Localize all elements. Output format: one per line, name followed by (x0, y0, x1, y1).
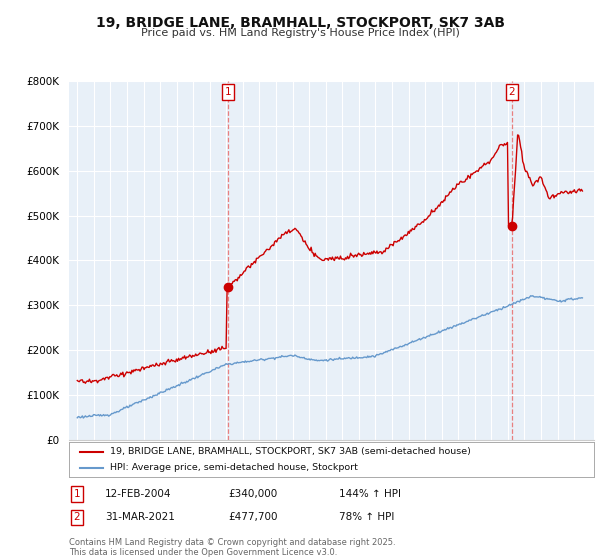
Text: £340,000: £340,000 (228, 489, 277, 499)
Text: £477,700: £477,700 (228, 512, 277, 522)
Text: 144% ↑ HPI: 144% ↑ HPI (339, 489, 401, 499)
Text: 2: 2 (509, 87, 515, 97)
Text: 78% ↑ HPI: 78% ↑ HPI (339, 512, 394, 522)
Text: Contains HM Land Registry data © Crown copyright and database right 2025.
This d: Contains HM Land Registry data © Crown c… (69, 538, 395, 557)
Text: 1: 1 (73, 489, 80, 499)
Text: HPI: Average price, semi-detached house, Stockport: HPI: Average price, semi-detached house,… (110, 463, 358, 472)
Text: Price paid vs. HM Land Registry's House Price Index (HPI): Price paid vs. HM Land Registry's House … (140, 28, 460, 38)
Text: 2: 2 (73, 512, 80, 522)
Text: 19, BRIDGE LANE, BRAMHALL, STOCKPORT, SK7 3AB (semi-detached house): 19, BRIDGE LANE, BRAMHALL, STOCKPORT, SK… (110, 447, 471, 456)
Text: 12-FEB-2004: 12-FEB-2004 (105, 489, 172, 499)
Text: 19, BRIDGE LANE, BRAMHALL, STOCKPORT, SK7 3AB: 19, BRIDGE LANE, BRAMHALL, STOCKPORT, SK… (95, 16, 505, 30)
Text: 1: 1 (224, 87, 231, 97)
Text: 31-MAR-2021: 31-MAR-2021 (105, 512, 175, 522)
